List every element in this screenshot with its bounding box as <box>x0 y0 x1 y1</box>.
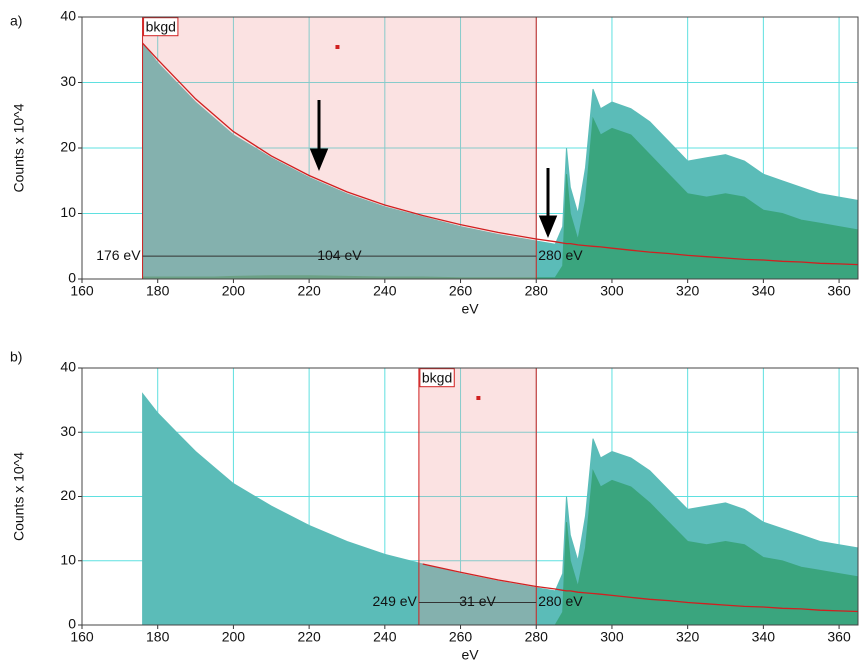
window-label-box <box>143 17 179 37</box>
background-window <box>142 16 537 280</box>
x-tick-label: 220 <box>297 629 321 645</box>
window-width-label: 104 eV <box>317 247 362 263</box>
arrows <box>309 100 558 238</box>
window-end-label: 280 eV <box>538 593 583 609</box>
window-label: bkgd <box>422 370 452 386</box>
x-tick-label: 320 <box>676 629 700 645</box>
x-tick-label: 220 <box>297 283 321 299</box>
arrow-head <box>538 215 558 238</box>
window-start-label: 249 eV <box>373 593 418 609</box>
y-tick-label: 30 <box>60 423 76 439</box>
y-tick-label: 20 <box>60 487 76 503</box>
x-tick-label: 360 <box>827 629 851 645</box>
panel-label: a) <box>10 13 22 29</box>
x-tick-label: 200 <box>222 629 246 645</box>
y-tick-label: 10 <box>60 551 76 567</box>
x-axis-label: eV <box>461 647 479 663</box>
x-tick-label: 300 <box>600 283 624 299</box>
x-axis-label: eV <box>461 301 479 317</box>
x-tick-label: 160 <box>70 629 94 645</box>
x-tick-label: 180 <box>146 283 170 299</box>
marker <box>476 396 481 400</box>
y-tick-label: 10 <box>60 204 76 220</box>
x-tick-label: 160 <box>70 283 94 299</box>
y-tick-label: 30 <box>60 73 76 89</box>
plot-frame <box>81 367 859 626</box>
background-window <box>418 367 537 626</box>
x-tick-label: 260 <box>449 629 473 645</box>
window-label-box <box>419 368 455 388</box>
window-label: bkgd <box>146 19 176 35</box>
y-tick-label: 0 <box>68 270 76 286</box>
y-tick-label: 40 <box>60 8 76 24</box>
x-tick-label: 340 <box>752 283 776 299</box>
plot-frame <box>81 16 859 280</box>
x-tick-label: 240 <box>373 283 397 299</box>
y-tick-label: 20 <box>60 139 76 155</box>
background-fit <box>142 42 859 266</box>
panel-label: b) <box>10 349 22 365</box>
y-tick-label: 40 <box>60 359 76 375</box>
y-axis-label: Counts x 10^4 <box>11 452 27 541</box>
window-end-label: 280 eV <box>538 247 583 263</box>
x-tick-label: 180 <box>146 629 170 645</box>
y-axis-label: Counts x 10^4 <box>11 103 27 192</box>
marker <box>335 45 340 49</box>
spectrum-area <box>142 116 859 280</box>
x-tick-label: 240 <box>373 629 397 645</box>
x-tick-label: 200 <box>222 283 246 299</box>
x-tick-label: 320 <box>676 283 700 299</box>
window-width-label: 31 eV <box>459 593 496 609</box>
arrow-head <box>309 148 329 171</box>
x-tick-label: 280 <box>525 283 549 299</box>
x-tick-label: 300 <box>600 629 624 645</box>
x-tick-label: 340 <box>752 629 776 645</box>
x-tick-label: 260 <box>449 283 473 299</box>
x-tick-label: 280 <box>525 629 549 645</box>
x-tick-label: 360 <box>827 283 851 299</box>
y-tick-label: 0 <box>68 616 76 632</box>
window-start-label: 176 eV <box>96 247 141 263</box>
background-fit <box>422 563 859 613</box>
